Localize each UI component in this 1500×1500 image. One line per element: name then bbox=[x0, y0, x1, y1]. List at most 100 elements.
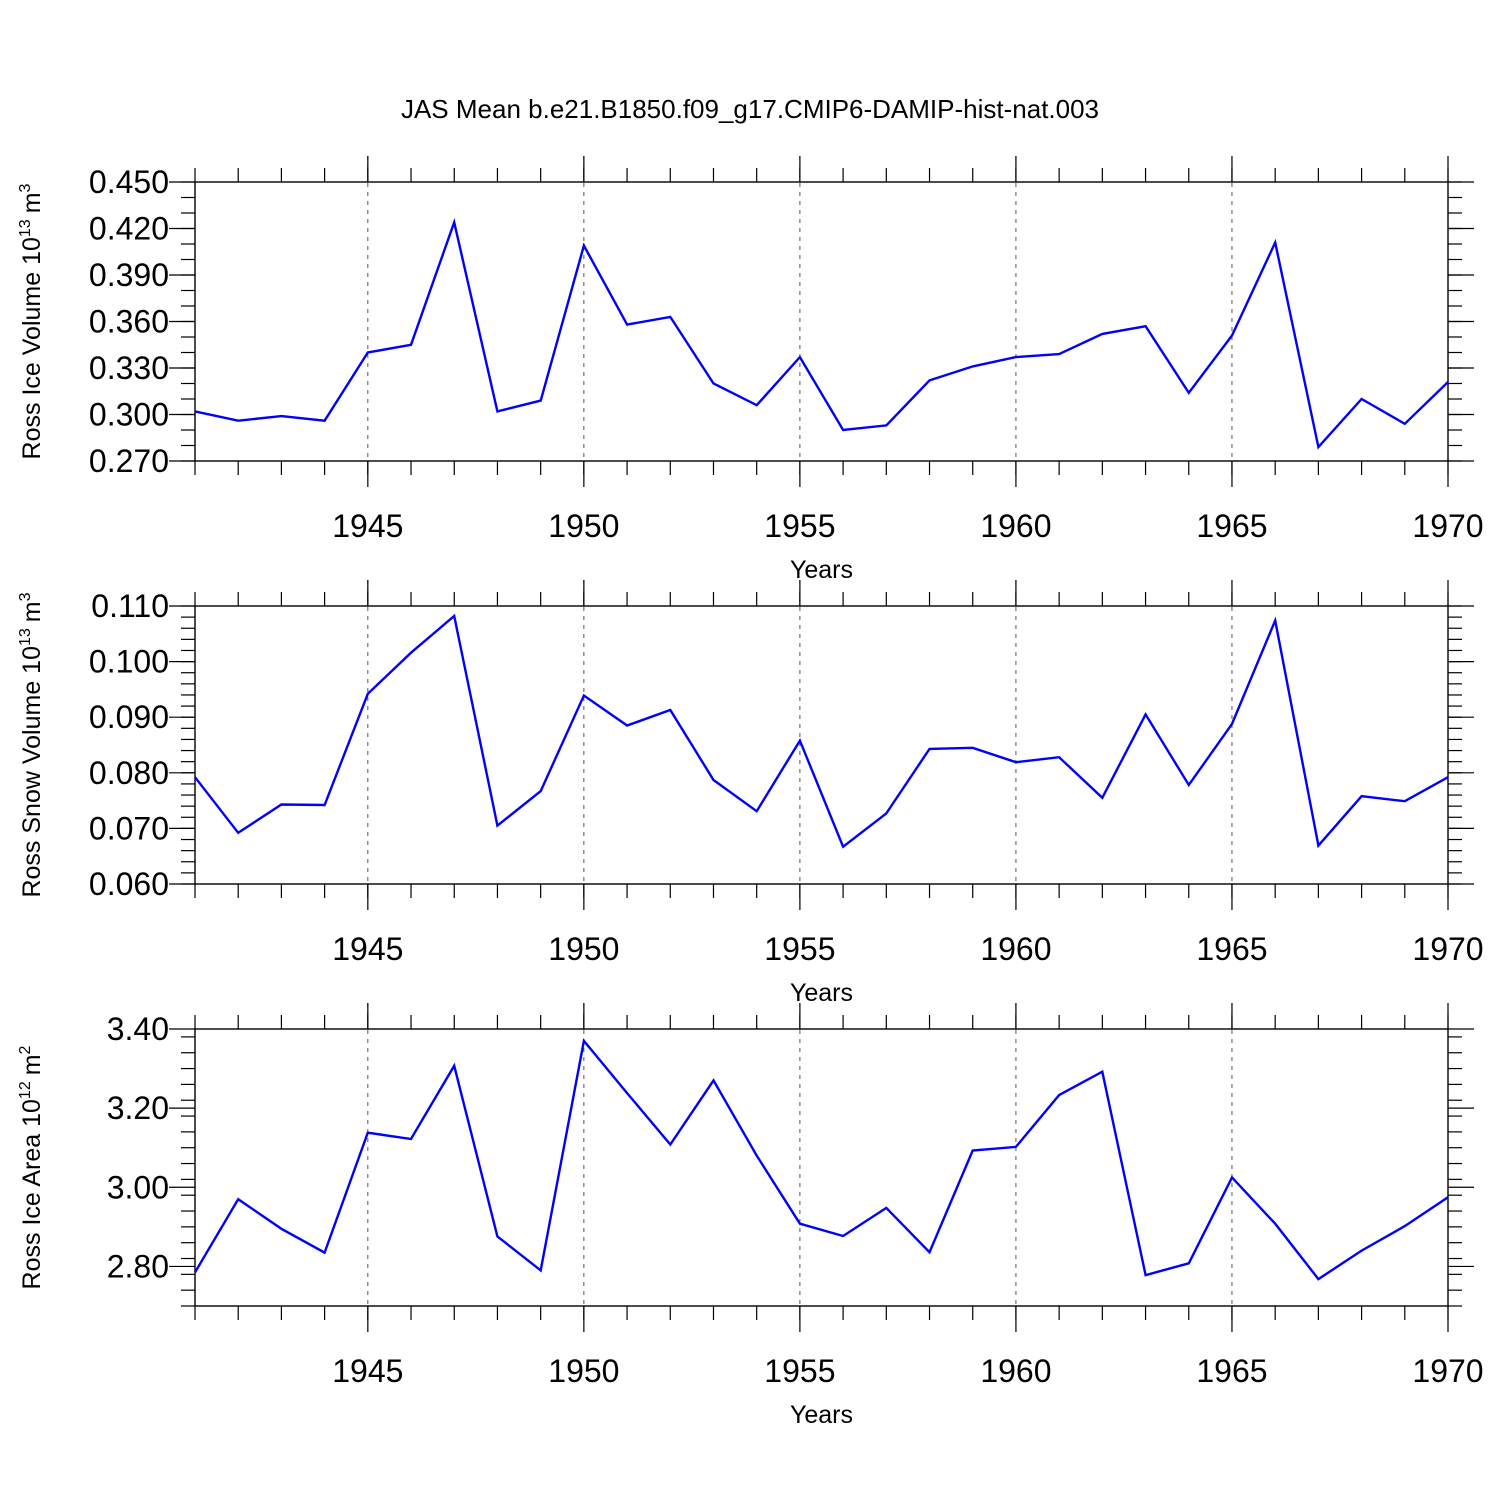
y-tick-label: 0.330 bbox=[89, 350, 169, 386]
data-point bbox=[1403, 422, 1407, 426]
data-point bbox=[452, 1064, 456, 1068]
data-point bbox=[711, 1078, 715, 1082]
x-tick-label: 1970 bbox=[1412, 1353, 1483, 1389]
y-tick-label: 0.420 bbox=[89, 211, 169, 247]
y-axis-label-exponent: 13 bbox=[17, 628, 34, 646]
x-tick-label: 1945 bbox=[332, 1353, 403, 1389]
x-tick-label: 1965 bbox=[1196, 508, 1267, 544]
y-axis-label-main: Ross Snow Volume 10 bbox=[18, 646, 46, 898]
data-point bbox=[539, 1268, 543, 1272]
y-tick-label: 0.360 bbox=[89, 304, 169, 340]
data-point bbox=[452, 220, 456, 224]
data-point bbox=[1100, 796, 1104, 800]
panels: 0.270 0.300 0.330 0.360 0.390 0.420 0.450 1945 1… bbox=[17, 156, 1484, 1429]
data-point bbox=[1057, 755, 1061, 759]
data-point bbox=[884, 1206, 888, 1210]
data-point bbox=[625, 724, 629, 728]
data-point bbox=[1403, 799, 1407, 803]
y-tick-label: 0.390 bbox=[89, 257, 169, 293]
data-point bbox=[409, 651, 413, 655]
x-axis-label: Years bbox=[790, 1401, 853, 1429]
data-point bbox=[279, 1227, 283, 1231]
data-point bbox=[625, 1091, 629, 1095]
data-point bbox=[495, 409, 499, 413]
x-tick-label: 1955 bbox=[764, 508, 835, 544]
data-point bbox=[366, 351, 370, 355]
data-point bbox=[193, 409, 197, 413]
y-axis-label-unit: m bbox=[18, 192, 46, 213]
data-point bbox=[1100, 332, 1104, 336]
data-point bbox=[236, 831, 240, 835]
data-point bbox=[323, 419, 327, 423]
data-point bbox=[1403, 1224, 1407, 1228]
y-axis-label-unit-exponent: 3 bbox=[17, 592, 34, 601]
y-tick-label: 0.110 bbox=[91, 588, 169, 624]
series-line bbox=[194, 217, 1449, 450]
data-point bbox=[495, 824, 499, 828]
data-point bbox=[452, 614, 456, 618]
data-point bbox=[193, 775, 197, 779]
data-point bbox=[1316, 1277, 1320, 1281]
y-tick-label: 3.00 bbox=[107, 1169, 169, 1205]
data-point bbox=[841, 1234, 845, 1238]
x-tick-label: 1960 bbox=[980, 1353, 1051, 1389]
data-point bbox=[1057, 1093, 1061, 1097]
data-point bbox=[1360, 397, 1364, 401]
data-point bbox=[193, 1270, 197, 1274]
figure-title: JAS Mean b.e21.B1850.f09_g17.CMIP6-DAMIP… bbox=[401, 94, 1099, 124]
data-point bbox=[971, 746, 975, 750]
data-point bbox=[1360, 1249, 1364, 1253]
data-point bbox=[798, 355, 802, 359]
data-point bbox=[1144, 1273, 1148, 1277]
data-point bbox=[323, 1251, 327, 1255]
data-point bbox=[971, 364, 975, 368]
x-tick-label: 1945 bbox=[332, 931, 403, 967]
x-tick-label: 1960 bbox=[980, 508, 1051, 544]
data-point bbox=[1446, 380, 1450, 384]
data-point bbox=[236, 1197, 240, 1201]
y-tick-label: 0.090 bbox=[89, 699, 169, 735]
x-axis-label: Years bbox=[790, 556, 853, 584]
data-point bbox=[236, 419, 240, 423]
data-point bbox=[539, 789, 543, 793]
series-line bbox=[194, 613, 1449, 849]
data-point bbox=[928, 1250, 932, 1254]
data-point bbox=[1187, 783, 1191, 787]
plot-frame bbox=[194, 181, 1449, 462]
series-line bbox=[193, 1038, 1449, 1281]
chart-panel-1: 0.270 0.300 0.330 0.360 0.390 0.420 0.450 1945 1… bbox=[17, 156, 1484, 584]
x-tick-label: 1970 bbox=[1412, 931, 1483, 967]
data-point bbox=[928, 747, 932, 751]
x-tick-label: 1950 bbox=[548, 1353, 619, 1389]
x-tick-label: 1970 bbox=[1412, 508, 1483, 544]
y-axis-label-unit: m bbox=[18, 1054, 46, 1075]
data-point bbox=[1316, 445, 1320, 449]
y-axis-label-unit-exponent: 3 bbox=[17, 183, 34, 192]
x-axis-label: Years bbox=[790, 979, 853, 1007]
y-tick-label: 3.20 bbox=[107, 1090, 169, 1126]
data-point bbox=[539, 399, 543, 403]
data-point bbox=[928, 378, 932, 382]
data-point bbox=[1014, 355, 1018, 359]
data-point bbox=[1446, 775, 1450, 779]
data-point bbox=[1273, 1222, 1277, 1226]
y-axis-label-main: Ross Ice Area 10 bbox=[18, 1099, 46, 1289]
data-point bbox=[366, 692, 370, 696]
data-point bbox=[1187, 391, 1191, 395]
data-point bbox=[625, 323, 629, 327]
plot-frame bbox=[194, 605, 1449, 885]
chart-panel-3: 2.80 3.00 3.20 3.40 1945 1950 1955 1960 1965 1970… bbox=[17, 1003, 1484, 1429]
data-point bbox=[1057, 352, 1061, 356]
plot-frame bbox=[194, 1028, 1449, 1307]
chart-panel-2: 0.060 0.070 0.080 0.090 0.100 0.110 1945 1950 19… bbox=[17, 580, 1484, 1007]
data-point bbox=[495, 1234, 499, 1238]
data-point bbox=[884, 811, 888, 815]
y-tick-label: 3.40 bbox=[107, 1011, 169, 1047]
data-point bbox=[1273, 240, 1277, 244]
data-point bbox=[711, 778, 715, 782]
data-point bbox=[1230, 722, 1234, 726]
x-tick-label: 1965 bbox=[1196, 931, 1267, 967]
x-tick-label: 1955 bbox=[764, 1353, 835, 1389]
data-point bbox=[279, 414, 283, 418]
x-tick-label: 1950 bbox=[548, 508, 619, 544]
